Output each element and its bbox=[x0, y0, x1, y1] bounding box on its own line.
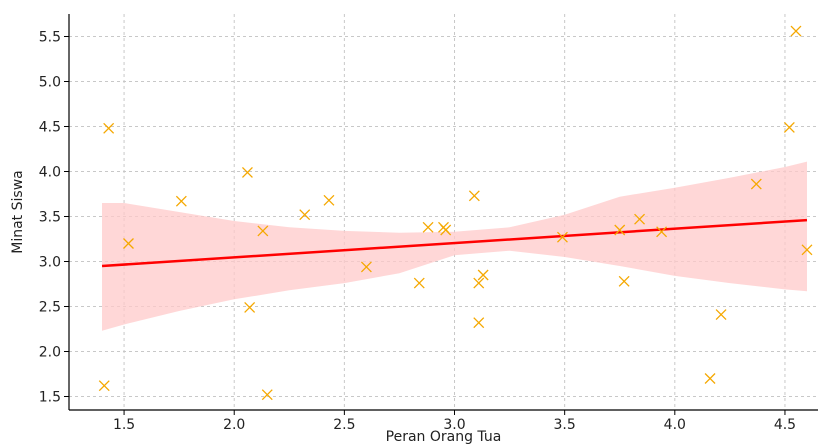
data-point bbox=[323, 194, 335, 206]
data-point bbox=[468, 190, 480, 202]
data-point bbox=[618, 275, 630, 287]
data-point bbox=[257, 225, 269, 237]
y-ticks: 1.5 2.0 2.5 3.0 3.5 4.0 4.5 5.0 5.5 bbox=[39, 30, 69, 406]
y-tick-label: 4.0 bbox=[39, 165, 61, 181]
x-tick-label: 4.0 bbox=[664, 417, 686, 433]
data-point bbox=[704, 373, 716, 384]
data-point bbox=[299, 209, 311, 221]
data-point bbox=[175, 195, 187, 207]
data-point bbox=[241, 166, 253, 178]
data-point bbox=[614, 224, 626, 236]
data-point bbox=[244, 301, 256, 313]
confidence-band bbox=[102, 161, 807, 331]
data-point bbox=[103, 122, 115, 134]
x-axis-label: Peran Orang Tua bbox=[386, 429, 502, 445]
y-tick-label: 2.0 bbox=[39, 345, 61, 361]
y-tick-label: 4.5 bbox=[39, 120, 61, 136]
data-point bbox=[715, 309, 727, 321]
x-tick-label: 2.5 bbox=[333, 417, 355, 433]
x-ticks: 1.5 2.0 2.5 3.0 3.5 4.0 4.5 bbox=[113, 410, 796, 433]
regression-line-layer bbox=[101, 218, 808, 268]
data-point bbox=[413, 277, 425, 289]
x-tick-label: 4.5 bbox=[774, 417, 796, 433]
y-axis-label: Minat Siswa bbox=[10, 170, 26, 253]
y-tick-label: 3.5 bbox=[39, 210, 61, 226]
data-point bbox=[750, 178, 762, 190]
data-point bbox=[422, 221, 434, 233]
data-point bbox=[123, 238, 134, 249]
data-point bbox=[656, 226, 668, 238]
confidence-band-layer bbox=[102, 161, 807, 331]
y-tick-label: 5.0 bbox=[39, 75, 61, 91]
data-point bbox=[98, 380, 110, 392]
regression-line bbox=[101, 218, 808, 268]
data-point bbox=[634, 213, 646, 225]
data-point bbox=[790, 25, 802, 37]
data-point bbox=[477, 269, 489, 281]
data-point bbox=[261, 389, 273, 401]
data-point bbox=[801, 244, 813, 256]
x-tick-label: 1.5 bbox=[113, 417, 135, 433]
x-tick-label: 3.0 bbox=[443, 417, 465, 433]
data-point bbox=[556, 231, 568, 243]
axes bbox=[68, 14, 818, 411]
y-tick-label: 1.5 bbox=[39, 390, 61, 406]
y-tick-label: 3.0 bbox=[39, 255, 61, 271]
data-point bbox=[360, 261, 372, 273]
data-points-layer bbox=[98, 25, 813, 401]
data-point bbox=[473, 277, 485, 289]
data-point bbox=[473, 317, 485, 329]
data-point bbox=[783, 121, 795, 133]
x-tick-label: 2.0 bbox=[223, 417, 245, 433]
data-point bbox=[440, 224, 452, 236]
x-tick-label: 3.5 bbox=[554, 417, 576, 433]
y-tick-label: 5.5 bbox=[39, 30, 61, 46]
y-tick-label: 2.5 bbox=[39, 300, 61, 316]
